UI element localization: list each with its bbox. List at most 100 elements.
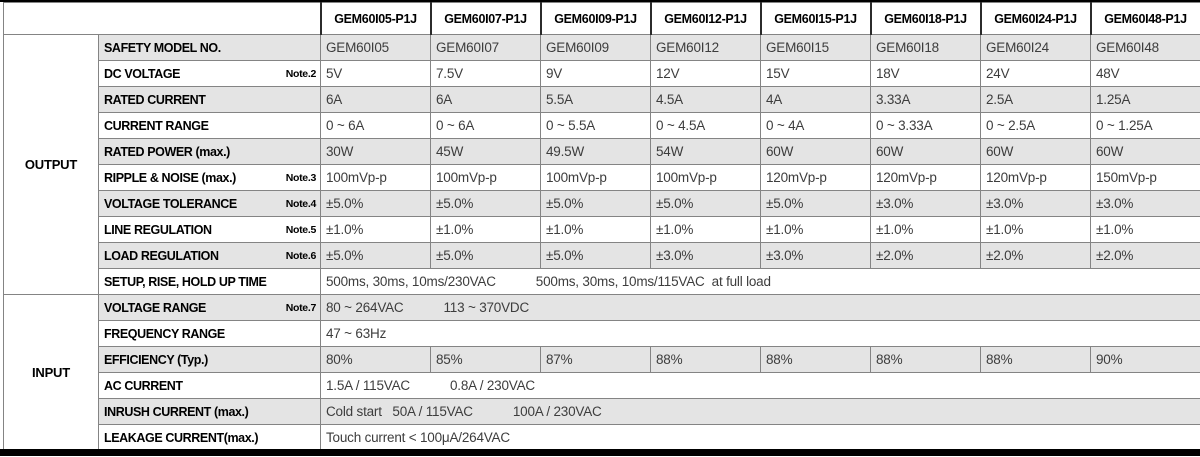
spec-value-cell: 0 ~ 1.25A: [1090, 112, 1200, 139]
row-label: INRUSH CURRENT (max.): [100, 405, 320, 419]
spec-value-cell: ±1.0%: [650, 216, 761, 243]
spec-value-cell: 60W: [980, 138, 1091, 165]
spec-value-cell: 87%: [540, 346, 651, 373]
row-label: EFFICIENCY (Typ.): [100, 353, 320, 367]
bottom-border-bar: [0, 449, 1200, 456]
row-label: LEAKAGE CURRENT(max.): [100, 430, 320, 445]
row-label: SETUP, RISE, HOLD UP TIME: [100, 275, 320, 289]
spec-value-cell: ±1.0%: [1090, 216, 1200, 243]
spec-value-cell: 0 ~ 6A: [320, 112, 431, 139]
spec-value-cell: 120mVp-p: [980, 164, 1091, 191]
model-column-header: GEM60I48-P1J: [1089, 2, 1200, 35]
table-corner-cell: [3, 2, 321, 35]
row-label-text: LEAKAGE CURRENT(max.): [104, 430, 259, 445]
spec-row: FREQUENCY RANGE 47 ~ 63Hz: [4, 320, 1200, 347]
row-label-cell: VOLTAGE TOLERANCE Note.4: [98, 190, 321, 217]
row-label-text: AC CURRENT: [104, 378, 183, 393]
spec-value-cell: 0 ~ 3.33A: [870, 112, 981, 139]
top-border-bar: [0, 0, 1200, 2]
row-label-cell: DC VOLTAGE Note.2: [98, 60, 321, 87]
row-label-cell: FREQUENCY RANGE: [98, 320, 321, 347]
spec-value-cell: 80%: [320, 346, 431, 373]
spec-value-cell: 54W: [650, 138, 761, 165]
value-part: 0.8A / 230VAC: [449, 378, 535, 393]
spanned-value-cell: 1.5A / 115VAC 0.8A / 230VAC: [320, 372, 1200, 399]
spec-value-cell: ±1.0%: [760, 216, 871, 243]
spec-value-cell: 1.25A: [1090, 86, 1200, 113]
spec-value-cell: ±3.0%: [760, 242, 871, 269]
spec-row: DC VOLTAGE Note.2 5V 7.5V 9V 12V 15V 18V 24V 48V: [4, 60, 1200, 87]
spec-row: RIPPLE & NOISE (max.) Note.3 100mVp-p 100mV…: [4, 164, 1200, 191]
spec-row: LOAD REGULATION Note.6 ±5.0% ±5.0% ±5.0% ±3.0…: [4, 242, 1200, 269]
row-label: AC CURRENT: [100, 378, 320, 393]
note-label: Note.4: [285, 197, 317, 210]
spec-value-cell: GEM60I09: [540, 34, 651, 61]
spec-value-cell: 5V: [320, 60, 431, 87]
spec-value-cell: 100mVp-p: [540, 164, 651, 191]
spec-value-cell: 45W: [430, 138, 541, 165]
spec-value-cell: ±2.0%: [980, 242, 1091, 269]
row-label-cell: RIPPLE & NOISE (max.) Note.3: [98, 164, 321, 191]
group-cell-input: INPUT: [3, 294, 99, 451]
spec-row: SETUP, RISE, HOLD UP TIME 500ms, 30ms, 10…: [4, 268, 1200, 295]
row-label-text: LOAD REGULATION: [104, 248, 219, 263]
spec-value-cell: GEM60I48: [1090, 34, 1200, 61]
spec-value-cell: 6A: [430, 86, 541, 113]
spec-value-cell: ±5.0%: [540, 242, 651, 269]
value-part: Touch current < 100μA/264VAC: [326, 430, 510, 445]
spec-value-cell: 60W: [870, 138, 981, 165]
spec-row: INRUSH CURRENT (max.) Cold start 50A / 11…: [4, 398, 1200, 425]
spec-value-cell: 100mVp-p: [650, 164, 761, 191]
spec-value-cell: ±2.0%: [1090, 242, 1200, 269]
spec-value-cell: 60W: [1090, 138, 1200, 165]
spec-row: EFFICIENCY (Typ.) 80% 85% 87% 88% 88% 88% 88% 90…: [4, 346, 1200, 373]
row-label-text: CURRENT RANGE: [104, 118, 209, 133]
spec-value-cell: 7.5V: [430, 60, 541, 87]
model-column-header: GEM60I09-P1J: [539, 2, 652, 35]
spec-value-cell: 0 ~ 6A: [430, 112, 541, 139]
row-label: RATED CURRENT: [100, 93, 320, 107]
spec-value-cell: 15V: [760, 60, 871, 87]
row-label-cell: SETUP, RISE, HOLD UP TIME: [98, 268, 321, 295]
spec-value-cell: ±5.0%: [540, 190, 651, 217]
row-label-cell: VOLTAGE RANGE Note.7: [98, 294, 321, 321]
spec-value-cell: ±1.0%: [540, 216, 651, 243]
row-label: VOLTAGE RANGE Note.7: [100, 301, 320, 315]
spec-table-body: OUTPUT SAFETY MODEL NO. GEM60I05 GEM60I07 GE…: [3, 34, 1200, 451]
spec-value-cell: 100mVp-p: [430, 164, 541, 191]
row-label: FREQUENCY RANGE: [100, 327, 320, 341]
row-label: VOLTAGE TOLERANCE Note.4: [100, 197, 320, 211]
spec-value-cell: 0 ~ 4.5A: [650, 112, 761, 139]
note-label: Note.3: [285, 171, 317, 184]
spec-value-cell: 88%: [870, 346, 981, 373]
spanned-value-cell: 80 ~ 264VAC 113 ~ 370VDC: [320, 294, 1200, 321]
model-column-header: GEM60I05-P1J: [319, 2, 432, 35]
spec-value-cell: ±1.0%: [870, 216, 981, 243]
spec-row: RATED CURRENT 6A 6A 5.5A 4.5A 4A 3.33A 2.5A 1.25…: [4, 86, 1200, 113]
row-label-cell: LEAKAGE CURRENT(max.): [98, 424, 321, 451]
spec-value-cell: ±5.0%: [430, 242, 541, 269]
value-part: Cold start 50A / 115VAC: [326, 404, 473, 419]
row-label-cell: CURRENT RANGE: [98, 112, 321, 139]
row-label-cell: LINE REGULATION Note.5: [98, 216, 321, 243]
spec-value-cell: 88%: [650, 346, 761, 373]
model-column-header: GEM60I18-P1J: [869, 2, 982, 35]
spec-value-cell: 3.33A: [870, 86, 981, 113]
row-label: LINE REGULATION Note.5: [100, 223, 320, 237]
row-label-cell: INRUSH CURRENT (max.): [98, 398, 321, 425]
spanned-value-cell: Cold start 50A / 115VAC 100A / 230VAC: [320, 398, 1200, 425]
spec-value-cell: ±5.0%: [320, 242, 431, 269]
row-label: RIPPLE & NOISE (max.) Note.3: [100, 171, 320, 185]
model-column-header: GEM60I15-P1J: [759, 2, 872, 35]
spec-row: RATED POWER (max.) 30W 45W 49.5W 54W 60W 60W 60…: [4, 138, 1200, 165]
spec-value-cell: 85%: [430, 346, 541, 373]
spec-row: INPUT VOLTAGE RANGE Note.7 80 ~ 264VAC 113 ~…: [3, 294, 1200, 451]
row-label: CURRENT RANGE: [100, 118, 320, 133]
spec-value-cell: 2.5A: [980, 86, 1091, 113]
spec-value-cell: 5.5A: [540, 86, 651, 113]
spec-row: VOLTAGE TOLERANCE Note.4 ±5.0% ±5.0% ±5.0% ±5…: [4, 190, 1200, 217]
model-column-header: GEM60I24-P1J: [979, 2, 1092, 35]
spec-value-cell: 0 ~ 5.5A: [540, 112, 651, 139]
note-label: Note.6: [285, 249, 317, 262]
